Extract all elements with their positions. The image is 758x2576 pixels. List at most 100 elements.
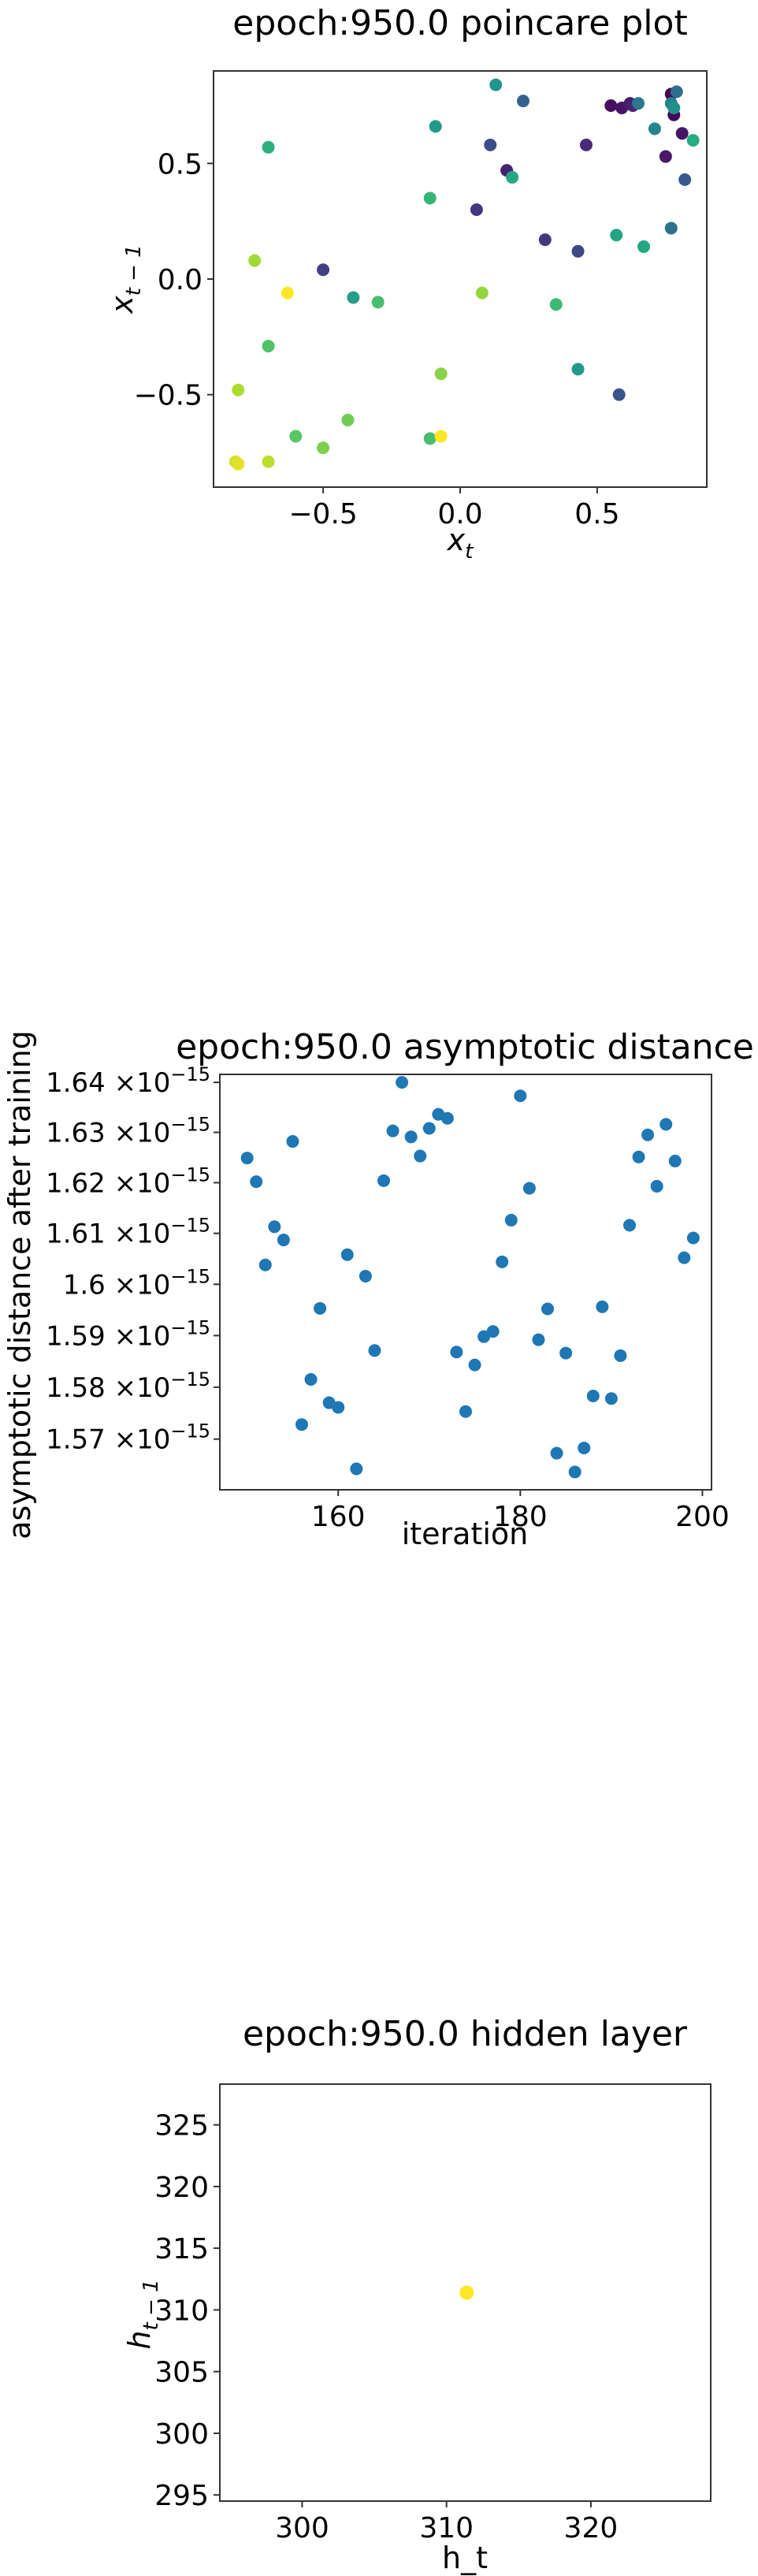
- y-tick-label: 1.57 ×10−15: [46, 1420, 210, 1456]
- scatter-point: [386, 1124, 399, 1137]
- x-tick-label: 180: [493, 1501, 548, 1533]
- y-tick-label: 305: [154, 2357, 209, 2389]
- x-tick-label: 310: [419, 2512, 474, 2544]
- scatter-point: [258, 1258, 272, 1271]
- scatter-point: [596, 1300, 609, 1313]
- scatter-point: [340, 1248, 354, 1261]
- y-axis-label: asymptotic distance after training: [2, 1030, 37, 1539]
- scatter-point: [668, 1154, 682, 1167]
- y-tick-label: 1.64 ×10−15: [46, 1063, 210, 1099]
- scatter-point: [632, 1150, 645, 1163]
- scatter-point: [623, 1219, 636, 1232]
- scatter-point: [423, 192, 437, 205]
- hidden-layer-chart: epoch:950.0 hidden layer 300 310 320295300…: [122, 2014, 712, 2575]
- scatter-point: [678, 173, 692, 186]
- y-axis-label: ht − 1: [122, 2279, 163, 2349]
- plot-points: [240, 1076, 700, 1479]
- scatter-point: [675, 127, 689, 140]
- scatter-point: [232, 457, 245, 471]
- scatter-point: [434, 367, 448, 381]
- y-tick-label: 325: [154, 2110, 209, 2142]
- scatter-point: [538, 233, 552, 247]
- axis-ticks: −0.5 0.0 0.5 −0.5 0.0 0.5: [134, 148, 620, 530]
- scatter-point: [504, 1213, 518, 1227]
- scatter-point: [686, 134, 700, 147]
- scatter-point: [414, 1149, 427, 1163]
- scatter-point: [568, 1465, 582, 1479]
- scatter-point: [377, 1174, 390, 1187]
- y-tick-label: 0.0: [158, 264, 203, 296]
- scatter-point: [262, 340, 275, 353]
- plot-frame: [219, 2083, 712, 2502]
- x-axis-label: h_t: [442, 2541, 488, 2575]
- scatter-point: [506, 170, 519, 184]
- scatter-point: [648, 122, 661, 136]
- scatter-point: [604, 99, 618, 112]
- scatter-point: [289, 430, 303, 443]
- scatter-point: [450, 1346, 463, 1359]
- plot-points: [229, 78, 700, 471]
- scatter-point: [281, 286, 294, 300]
- scatter-point: [341, 413, 355, 426]
- y-tick-label: 310: [154, 2295, 209, 2327]
- scatter-point: [571, 244, 585, 258]
- scatter-point: [486, 1325, 500, 1338]
- scatter-point: [422, 1122, 436, 1135]
- axis-ticks: 300 310 320 295 300 305 310 315 320 325: [154, 2110, 618, 2544]
- scatter-point: [347, 291, 360, 304]
- chart-title: epoch:950.0 poincare plot: [232, 3, 687, 43]
- scatter-point: [612, 388, 626, 401]
- y-tick-label: 1.59 ×10−15: [46, 1316, 210, 1352]
- x-tick-label: 0.0: [437, 498, 482, 530]
- scatter-point: [550, 1446, 563, 1460]
- scatter-point: [332, 1401, 345, 1414]
- scatter-point: [295, 1418, 308, 1431]
- scatter-point: [637, 240, 651, 253]
- scatter-point: [434, 430, 448, 443]
- scatter-point: [632, 97, 645, 110]
- x-axis-label: iteration: [402, 1517, 529, 1551]
- scatter-point: [359, 1269, 372, 1282]
- scatter-point: [586, 1389, 600, 1402]
- scatter-point: [317, 441, 330, 455]
- plot-frame: [213, 70, 708, 488]
- scatter-point: [667, 101, 681, 114]
- x-tick-label: 300: [275, 2512, 329, 2544]
- scatter-point: [579, 138, 593, 151]
- plot-points: [459, 2285, 474, 2300]
- scatter-point: [304, 1372, 318, 1386]
- chart-title: epoch:950.0 asymptotic distance: [176, 1027, 754, 1067]
- scatter-point: [475, 286, 489, 300]
- scatter-point: [232, 383, 245, 396]
- scatter-point: [262, 140, 275, 154]
- scatter-point: [404, 1130, 418, 1144]
- scatter-point: [664, 221, 678, 235]
- scatter-point: [559, 1346, 573, 1360]
- scatter-point: [250, 1175, 263, 1189]
- scatter-point: [641, 1128, 655, 1141]
- y-tick-label: 300: [154, 2418, 209, 2451]
- scatter-point: [350, 1462, 363, 1476]
- scatter-point: [532, 1333, 545, 1346]
- scatter-point: [368, 1344, 381, 1357]
- x-axis-label: xt: [447, 523, 474, 564]
- y-tick-label: 320: [154, 2172, 209, 2204]
- poincare-chart: epoch:950.0 poincare plot −0.5 0.0 0.5−0.5…: [105, 3, 708, 564]
- scatter-point: [660, 1118, 673, 1131]
- scatter-point: [614, 1349, 627, 1362]
- scatter-point: [396, 1076, 409, 1089]
- scatter-point: [541, 1302, 554, 1316]
- scatter-point: [262, 455, 275, 468]
- y-axis-label: xt − 1: [105, 244, 146, 315]
- scatter-point: [489, 78, 503, 91]
- scatter-point: [516, 95, 529, 108]
- scatter-point: [578, 1441, 591, 1454]
- scatter-point: [678, 1251, 691, 1264]
- y-tick-label: −0.5: [134, 380, 203, 412]
- scatter-point: [286, 1135, 299, 1148]
- x-tick-label: 320: [564, 2512, 619, 2544]
- scatter-point: [659, 150, 672, 163]
- scatter-point: [484, 138, 497, 151]
- x-tick-label: 160: [311, 1501, 366, 1533]
- scatter-point: [514, 1089, 527, 1103]
